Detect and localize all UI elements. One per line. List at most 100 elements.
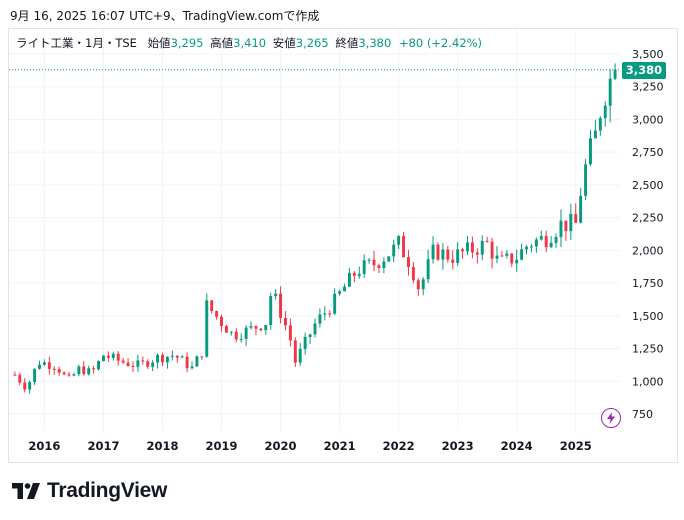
candle-body	[392, 244, 396, 257]
candle-body	[146, 361, 150, 367]
candle-body	[131, 365, 135, 367]
candle-body	[101, 355, 105, 362]
candle-body	[416, 280, 420, 290]
candle-body	[106, 355, 110, 358]
candle-body	[451, 259, 455, 263]
candle-body	[121, 360, 125, 363]
candle-body	[539, 235, 543, 240]
candle-body	[288, 325, 292, 341]
candle-body	[126, 362, 130, 366]
candle-body	[52, 368, 56, 370]
candle-body	[18, 374, 22, 383]
candle-body	[72, 374, 76, 376]
change-value: +80 (+2.42%)	[398, 36, 483, 50]
low-label: 安値	[272, 36, 296, 50]
candle-body	[313, 323, 317, 335]
candle-body	[475, 252, 479, 255]
candle-body	[293, 340, 297, 363]
x-tick-label: 2022	[383, 439, 415, 453]
candle-body	[480, 240, 484, 255]
candle-body	[584, 164, 588, 196]
candle-body	[367, 259, 371, 261]
x-tick-label: 2024	[501, 439, 533, 453]
candle-body	[515, 259, 519, 264]
candle-body	[598, 118, 602, 131]
x-tick-label: 2016	[28, 439, 60, 453]
candle-body	[28, 382, 32, 390]
y-tick-label: 3,500	[632, 48, 664, 61]
candle-body	[397, 236, 401, 245]
candle-body	[402, 236, 406, 258]
candle-body	[529, 246, 533, 248]
y-tick-label: 750	[632, 408, 653, 421]
close-value: 3,380	[358, 36, 392, 50]
x-tick-label: 2023	[442, 439, 474, 453]
candle-body	[500, 255, 504, 257]
candle-body	[42, 362, 46, 365]
candle-body	[534, 239, 538, 247]
open-value: 3,295	[170, 36, 204, 50]
candle-body	[165, 356, 169, 363]
candle-body	[608, 78, 612, 106]
candle-body	[485, 240, 489, 242]
candle-body	[328, 313, 332, 315]
symbol-label[interactable]: ライト工業・1月・TSE	[16, 36, 137, 50]
candle-body	[352, 272, 356, 276]
candle-body	[141, 360, 145, 362]
candle-body	[229, 331, 233, 333]
candle-body	[593, 130, 597, 139]
y-tick-label: 3,250	[632, 81, 664, 94]
candle-body	[205, 300, 209, 357]
x-tick-label: 2020	[265, 439, 297, 453]
brand-logo[interactable]: TradingView	[12, 479, 167, 503]
candle-body	[97, 361, 101, 370]
candle-body	[210, 300, 214, 312]
high-value: 3,410	[233, 36, 267, 50]
y-tick-label: 3,000	[632, 113, 664, 126]
candle-body	[13, 374, 17, 376]
candle-body	[195, 356, 199, 367]
candle-body	[279, 293, 283, 319]
candle-body	[82, 366, 86, 375]
candle-body	[382, 261, 386, 269]
candle-body	[170, 355, 174, 357]
candle-body	[303, 336, 307, 349]
brand-name: TradingView	[47, 479, 168, 502]
y-tick-label: 1,500	[632, 310, 664, 323]
candle-body	[333, 293, 337, 314]
candle-body	[185, 356, 189, 369]
candle-body	[161, 354, 164, 363]
candle-body	[136, 360, 140, 367]
chart-panel[interactable]	[8, 28, 678, 463]
x-tick-label: 2025	[560, 439, 592, 453]
candle-body	[259, 328, 263, 331]
lightning-icon[interactable]	[601, 408, 621, 428]
x-tick-label: 2019	[206, 439, 238, 453]
candle-body	[436, 244, 440, 260]
candle-body	[554, 236, 558, 243]
open-label: 始値	[147, 36, 171, 50]
candle-body	[495, 255, 499, 259]
y-tick-label: 2,000	[632, 244, 664, 257]
x-tick-label: 2021	[324, 439, 356, 453]
candle-body	[249, 326, 253, 328]
candle-body	[175, 355, 179, 358]
y-tick-label: 1,000	[632, 375, 664, 388]
candle-body	[343, 286, 346, 292]
candle-body	[116, 353, 120, 361]
candle-body	[372, 259, 376, 266]
candle-body	[239, 338, 243, 340]
candle-body	[446, 249, 450, 260]
candle-body	[347, 272, 351, 287]
x-tick-label: 2018	[146, 439, 178, 453]
candle-body	[362, 260, 366, 274]
y-tick-label: 2,750	[632, 146, 664, 159]
candle-body	[220, 316, 223, 327]
last-price-tag: 3,380	[622, 62, 666, 79]
candle-body	[151, 362, 155, 367]
candle-body	[308, 334, 312, 337]
candle-body	[490, 241, 494, 259]
candle-body	[613, 69, 617, 79]
y-tick-label: 1,750	[632, 277, 664, 290]
